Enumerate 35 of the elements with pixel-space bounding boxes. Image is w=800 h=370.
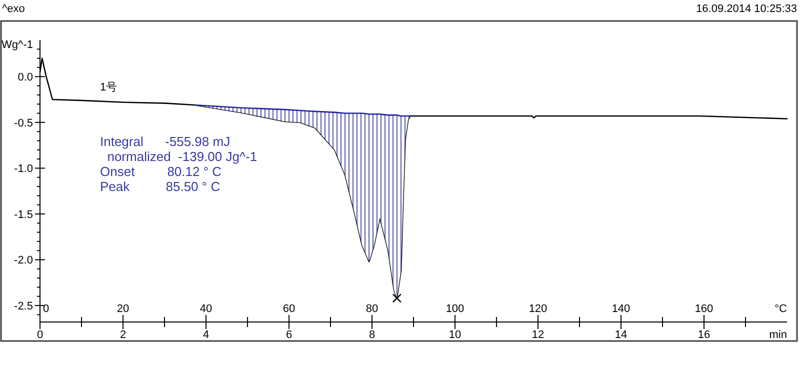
x2-tick-label: 40 [200,303,212,315]
x2-tick-label: 0 [43,303,50,315]
x-tick-label: 12 [532,329,544,341]
x-tick-label: 2 [120,329,126,341]
x2-tick-label: 80 [366,303,378,315]
annotation: Integral -555.98 mJ [100,134,230,149]
x-tick-label: 8 [368,329,376,341]
y-tick-label: -1.0 [14,163,33,176]
y-tick-label: 0.0 [18,72,33,84]
x-tick-label: 6 [286,329,292,341]
x-tick-label: 0 [36,329,44,341]
x-tick-label: 14 [614,329,628,341]
x2-tick-label: 160 [694,303,714,315]
y-tick-label: -2.0 [14,254,33,267]
x-tick-label: 16 [698,329,710,341]
text: 16.09.2014 10:25:33 [696,3,797,15]
series-label: 1号 [100,81,118,94]
annotation: Peak 85.50 ° C [100,179,220,194]
line-series [194,104,411,117]
x2-axis-title: °C [774,303,788,315]
x2-tick-label: 140 [612,303,630,315]
annotation: normalized -139.00 Jg^-1 [100,149,258,164]
text: ^exo [2,3,25,15]
x-axis-title: min [769,329,787,341]
y-tick-label: -1.5 [14,208,33,221]
x2-tick-label: 20 [116,303,130,315]
x2-tick-label: 60 [282,303,296,315]
annotation: Onset 80.12 ° C [100,164,222,179]
x-tick-label: 10 [448,329,462,341]
y-tick-label: -2.5 [14,300,33,313]
y-axis-title: Wg^-1 [2,39,33,51]
y-tick-label: -0.5 [14,117,33,130]
x-tick-label: 4 [202,329,210,341]
x2-tick-label: 120 [528,303,548,315]
x2-tick-label: 100 [446,303,464,315]
